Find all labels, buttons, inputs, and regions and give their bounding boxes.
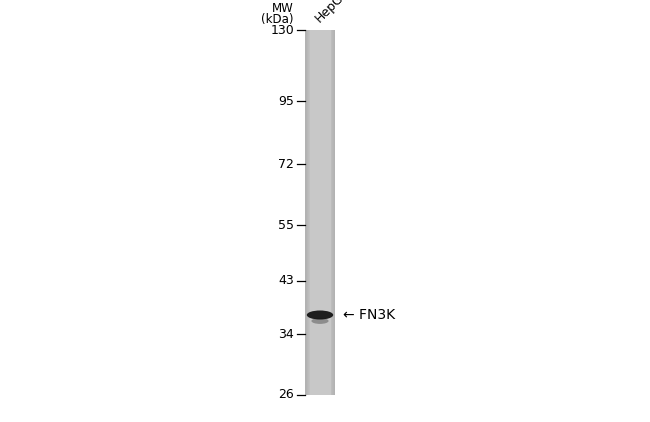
Ellipse shape: [307, 311, 333, 319]
Bar: [305, 30, 307, 395]
Text: HepG2: HepG2: [313, 0, 352, 25]
Ellipse shape: [311, 318, 329, 324]
Bar: [305, 30, 309, 395]
Text: 34: 34: [278, 327, 294, 341]
Bar: [330, 30, 335, 395]
Text: 95: 95: [278, 95, 294, 108]
Bar: [333, 30, 335, 395]
Bar: [305, 30, 307, 395]
Bar: [333, 30, 335, 395]
Text: 130: 130: [270, 24, 294, 36]
Text: 43: 43: [278, 274, 294, 287]
Bar: [334, 30, 335, 395]
Text: ← FN3K: ← FN3K: [343, 308, 395, 322]
Bar: [332, 30, 335, 395]
Bar: [305, 30, 308, 395]
Text: MW: MW: [272, 2, 294, 14]
Text: (kDa): (kDa): [261, 13, 294, 25]
Bar: [332, 30, 335, 395]
Text: 55: 55: [278, 219, 294, 232]
Text: 26: 26: [278, 389, 294, 401]
Text: 72: 72: [278, 157, 294, 170]
Bar: [305, 30, 309, 395]
Bar: [305, 30, 335, 395]
